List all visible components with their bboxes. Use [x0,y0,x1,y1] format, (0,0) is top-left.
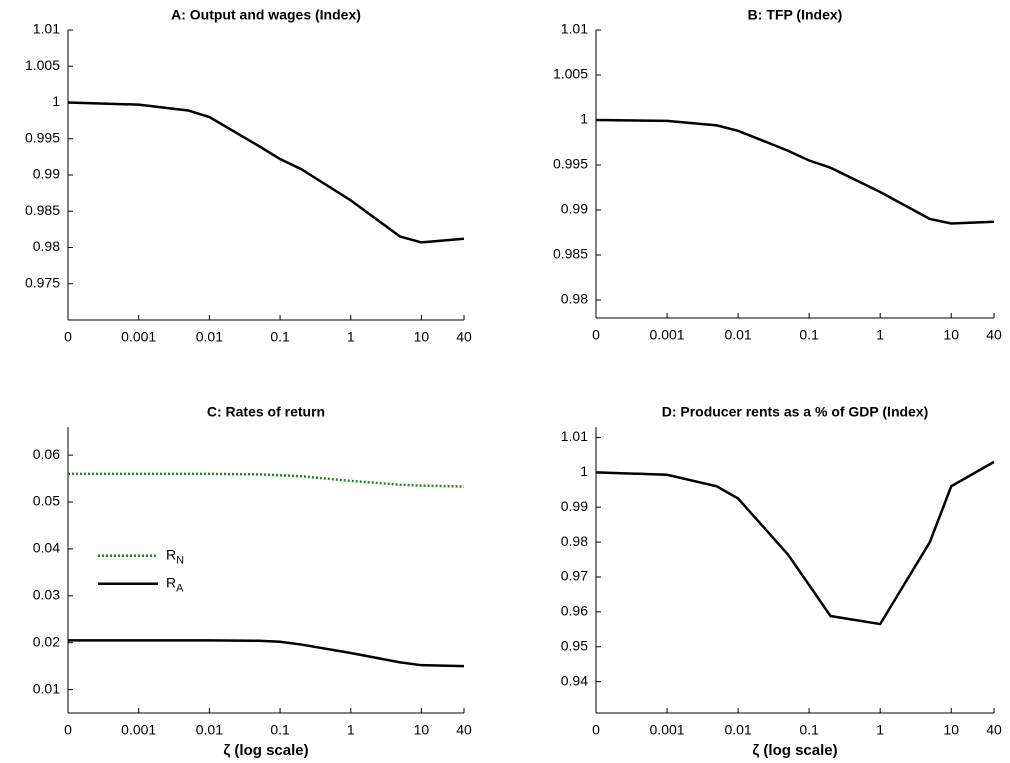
x-tick-label: 10 [414,722,430,738]
y-tick-label: 0.95 [561,637,588,653]
legend-label: RA [166,574,184,594]
x-tick-label: 40 [456,722,472,738]
y-tick-label: 1 [580,463,588,479]
y-tick-label: 0.985 [25,202,60,218]
chart-title: D: Producer rents as a % of GDP (Index) [662,404,929,420]
x-tick-label: 0.01 [196,722,223,738]
y-tick-label: 1.005 [25,57,60,73]
y-tick-label: 0.995 [553,156,588,172]
y-tick-label: 0.98 [561,533,588,549]
y-tick-label: 1 [52,93,60,109]
y-tick-label: 0.06 [33,446,60,462]
y-tick-label: 0.975 [25,274,60,290]
y-tick-label: 1.005 [553,66,588,82]
y-tick-label: 0.99 [33,166,60,182]
x-tick-label: 1 [876,327,884,343]
x-tick-label: 40 [986,327,1002,343]
x-tick-label: 10 [414,329,430,345]
x-tick-label: 40 [986,722,1002,738]
y-tick-label: 0.99 [561,498,588,514]
y-tick-label: 0.99 [561,201,588,217]
x-tick-label: 0.1 [270,329,290,345]
x-tick-label: 0.001 [650,327,685,343]
y-tick-label: 0.995 [25,129,60,145]
x-tick-label: 0 [64,329,72,345]
y-tick-label: 0.96 [561,603,588,619]
x-axis-label: ζ (log scale) [752,742,837,759]
data-line [68,639,465,668]
x-axis-label: ζ (log scale) [223,742,308,759]
y-tick-label: 0.05 [33,493,60,509]
x-tick-label: 1 [347,722,355,738]
x-tick-label: 0.1 [270,722,290,738]
x-tick-label: 0 [592,722,600,738]
y-tick-label: 0.02 [33,633,60,649]
y-tick-label: 1.01 [561,21,588,37]
chart-title: B: TFP (Index) [748,7,843,23]
chart-title: A: Output and wages (Index) [171,7,361,23]
data-line [68,472,465,488]
x-tick-label: 1 [347,329,355,345]
y-tick-label: 0.98 [33,238,60,254]
y-tick-label: 0.94 [561,672,588,688]
x-tick-label: 0.001 [121,329,156,345]
x-tick-label: 10 [943,722,959,738]
data-line [67,101,465,244]
x-tick-label: 1 [876,722,884,738]
x-tick-label: 0.01 [196,329,223,345]
x-tick-label: 40 [456,329,472,345]
x-tick-label: 0.01 [724,327,751,343]
y-tick-label: 1.01 [561,428,588,444]
x-tick-label: 0.1 [799,327,819,343]
x-tick-label: 0.001 [121,722,156,738]
y-tick-label: 0.01 [33,680,60,696]
data-line [595,460,995,626]
data-line [595,118,995,225]
legend-label: RN [166,546,184,566]
y-tick-label: 0.97 [561,568,588,584]
y-tick-label: 0.985 [553,246,588,262]
x-tick-label: 0 [592,327,600,343]
chart-title: C: Rates of return [207,404,325,420]
y-tick-label: 1.01 [33,21,60,37]
x-tick-label: 0.1 [799,722,819,738]
x-tick-label: 0.001 [650,722,685,738]
y-tick-label: 0.03 [33,586,60,602]
x-tick-label: 0 [64,722,72,738]
x-tick-label: 0.01 [724,722,751,738]
y-tick-label: 0.04 [33,540,60,556]
y-tick-label: 1 [580,111,588,127]
y-tick-label: 0.98 [561,291,588,307]
x-tick-label: 10 [943,327,959,343]
